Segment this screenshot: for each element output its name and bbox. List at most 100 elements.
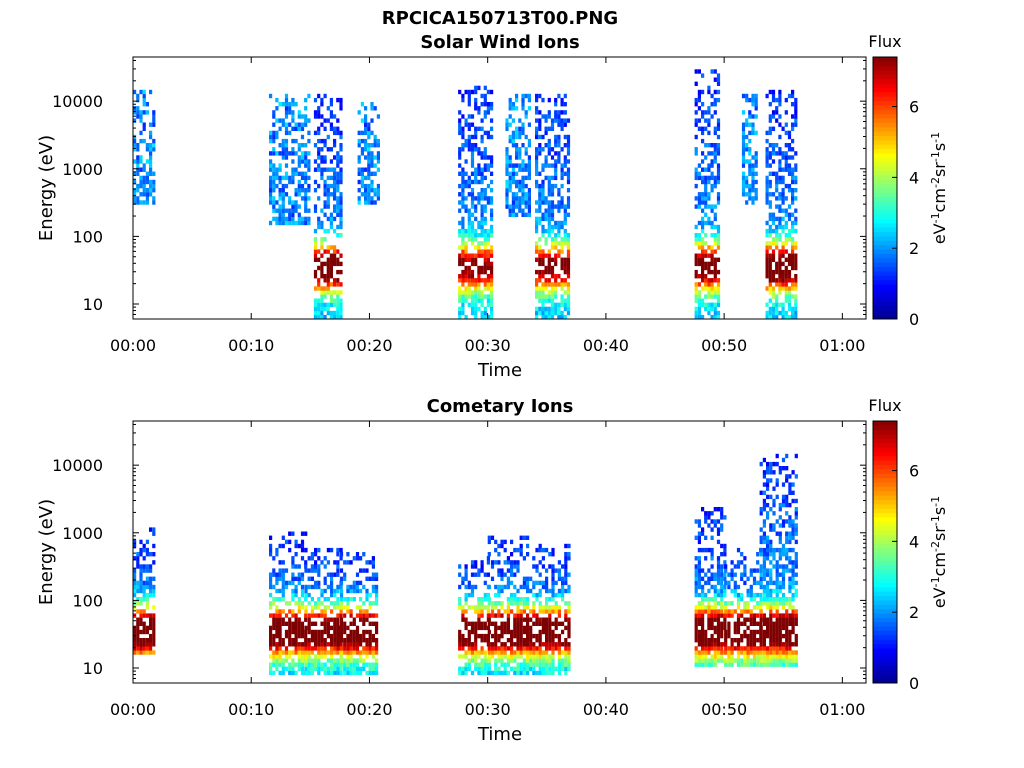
heatmap-cell xyxy=(535,167,539,172)
heatmap-cell xyxy=(752,576,757,581)
heatmap-cell xyxy=(524,110,528,115)
heatmap-cell xyxy=(288,638,292,643)
heatmap-cell xyxy=(291,638,295,643)
heatmap-cell xyxy=(483,110,487,115)
heatmap-cell xyxy=(284,106,289,111)
heatmap-cell xyxy=(765,188,769,193)
heatmap-cell xyxy=(529,617,533,622)
heatmap-cell xyxy=(291,204,295,209)
heatmap-cell xyxy=(775,654,779,659)
heatmap-cell xyxy=(486,278,490,283)
heatmap-cell xyxy=(367,163,371,168)
heatmap-cell xyxy=(745,147,749,152)
heatmap-cell xyxy=(778,547,782,553)
heatmap-cell xyxy=(788,650,792,655)
heatmap-cell xyxy=(269,625,273,631)
heatmap-cell xyxy=(464,274,468,279)
heatmap-cell xyxy=(724,646,728,651)
heatmap-cell xyxy=(713,97,717,103)
heatmap-cell xyxy=(367,196,371,201)
heatmap-cell xyxy=(500,601,504,606)
heatmap-cell xyxy=(511,208,515,213)
heatmap-cell xyxy=(550,192,555,197)
heatmap-cell xyxy=(697,601,701,606)
heatmap-cell xyxy=(563,269,567,275)
heatmap-cell xyxy=(772,547,776,553)
heatmap-cell xyxy=(364,167,368,172)
heatmap-cell xyxy=(566,204,571,209)
heatmap-cell xyxy=(723,572,727,577)
colorbar-segment xyxy=(873,643,897,649)
heatmap-cell xyxy=(759,568,763,573)
heatmap-cell xyxy=(149,638,153,643)
heatmap-cell xyxy=(566,159,571,164)
heatmap-cell xyxy=(723,584,727,590)
heatmap-cell xyxy=(746,646,750,651)
heatmap-cell xyxy=(756,621,760,626)
heatmap-cell xyxy=(535,278,539,283)
heatmap-cell xyxy=(794,253,798,258)
heatmap-cell xyxy=(275,621,279,626)
heatmap-cell xyxy=(751,179,755,185)
heatmap-cell xyxy=(697,257,701,262)
heatmap-cell xyxy=(772,486,776,491)
heatmap-cell xyxy=(336,257,340,262)
heatmap-cell xyxy=(713,286,717,291)
heatmap-cell xyxy=(329,298,333,303)
heatmap-cell xyxy=(470,134,475,140)
heatmap-cell xyxy=(320,237,324,242)
heatmap-cell xyxy=(288,539,292,545)
heatmap-cell xyxy=(529,642,533,647)
heatmap-cell xyxy=(550,286,555,291)
heatmap-cell xyxy=(275,609,279,614)
heatmap-cell xyxy=(352,666,356,671)
heatmap-cell xyxy=(778,257,782,262)
heatmap-cell xyxy=(769,466,773,471)
heatmap-cell xyxy=(791,200,795,205)
heatmap-cell xyxy=(313,269,318,275)
heatmap-cell xyxy=(352,650,356,655)
heatmap-cell xyxy=(541,233,545,238)
heatmap-cell xyxy=(480,625,484,631)
heatmap-cell xyxy=(487,629,491,635)
heatmap-cell xyxy=(787,216,792,222)
heatmap-cell xyxy=(723,588,727,594)
heatmap-cell xyxy=(567,646,571,651)
heatmap-cell xyxy=(526,658,530,663)
heatmap-cell xyxy=(544,282,548,287)
heatmap-cell xyxy=(754,192,758,197)
heatmap-cell xyxy=(480,171,484,176)
heatmap-cell xyxy=(762,535,766,540)
heatmap-cell xyxy=(567,572,571,577)
heatmap-cell xyxy=(477,151,481,156)
heatmap-cell xyxy=(375,625,379,631)
heatmap-cell xyxy=(359,556,363,561)
heatmap-cell xyxy=(791,592,795,598)
heatmap-cell xyxy=(778,564,782,569)
heatmap-cell xyxy=(713,110,717,115)
heatmap-cell xyxy=(323,670,327,676)
heatmap-cell xyxy=(566,245,571,250)
heatmap-cell xyxy=(480,220,484,226)
heatmap-cell xyxy=(551,588,555,594)
x-tick-label: 00:40 xyxy=(583,700,629,719)
heatmap-cell xyxy=(720,613,724,618)
heatmap-cell xyxy=(526,662,530,667)
heatmap-cell xyxy=(701,228,705,234)
heatmap-cell xyxy=(458,564,462,569)
heatmap-cell xyxy=(704,294,708,299)
heatmap-cell xyxy=(550,294,555,299)
heatmap-cell xyxy=(785,650,789,655)
heatmap-cell xyxy=(490,171,494,176)
heatmap-cell xyxy=(759,621,763,626)
heatmap-cell xyxy=(133,638,137,643)
heatmap-cell xyxy=(541,188,545,193)
heatmap-cell xyxy=(317,605,321,610)
heatmap-cell xyxy=(550,122,555,127)
heatmap-cell xyxy=(480,167,484,172)
heatmap-cell xyxy=(765,220,769,226)
heatmap-cell xyxy=(769,601,773,606)
heatmap-cell xyxy=(281,670,285,676)
